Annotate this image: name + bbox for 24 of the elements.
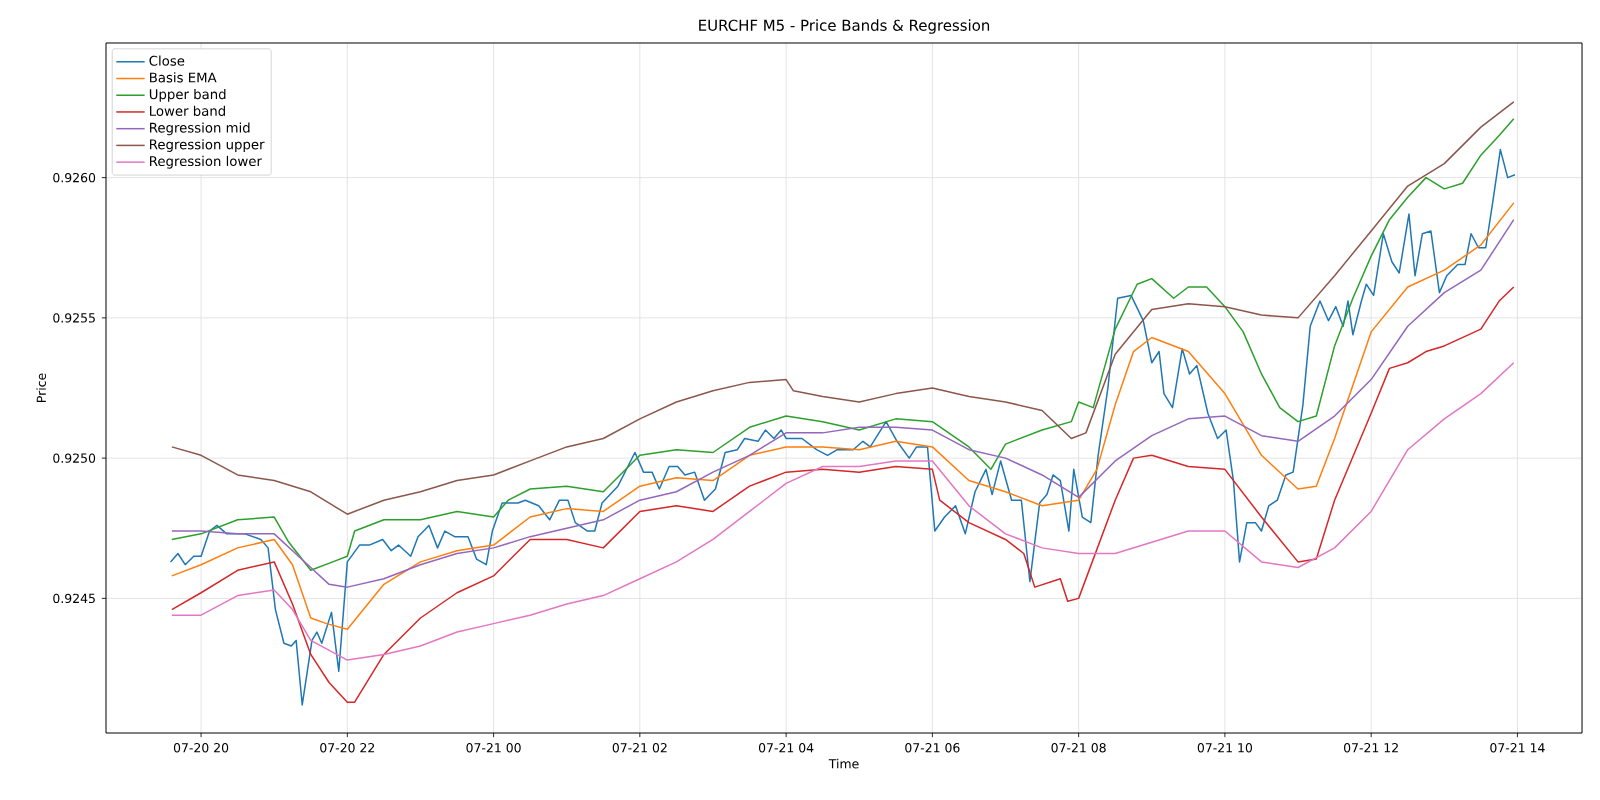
x-tick-label: 07-21 08 <box>1051 743 1106 753</box>
x-tick-label: 07-21 14 <box>1490 743 1545 753</box>
chart-title: EURCHF M5 - Price Bands & Regression <box>699 19 990 34</box>
x-tick-label: 07-21 04 <box>758 743 814 753</box>
x-tick-label: 07-21 12 <box>1344 743 1398 753</box>
x-tick-label: 07-21 02 <box>612 743 667 753</box>
x-tick-label: 07-21 00 <box>466 743 521 753</box>
legend-label: Basis EMA <box>150 72 217 83</box>
x-tick-label: 07-21 10 <box>1197 743 1253 753</box>
legend-label: Regression upper <box>150 139 265 152</box>
x-tick-label: 07-21 06 <box>905 743 960 753</box>
y-tick-label: 0.9245 <box>53 593 95 604</box>
y-tick-label: 0.9255 <box>53 313 95 323</box>
y-tick-label: 0.9260 <box>53 172 96 183</box>
y-tick-label: 0.9250 <box>53 453 96 463</box>
legend-label: Lower band <box>150 105 225 116</box>
y-axis-title: Price <box>36 373 46 402</box>
legend-label: Regression mid <box>150 122 250 136</box>
x-tick-label: 07-20 20 <box>173 743 229 753</box>
x-tick-label: 07-20 22 <box>320 743 375 753</box>
x-axis-title: Time <box>828 758 859 769</box>
legend-label: Close <box>149 55 185 66</box>
legend-label: Regression lower <box>150 155 262 169</box>
legend-label: Upper band <box>149 88 226 102</box>
